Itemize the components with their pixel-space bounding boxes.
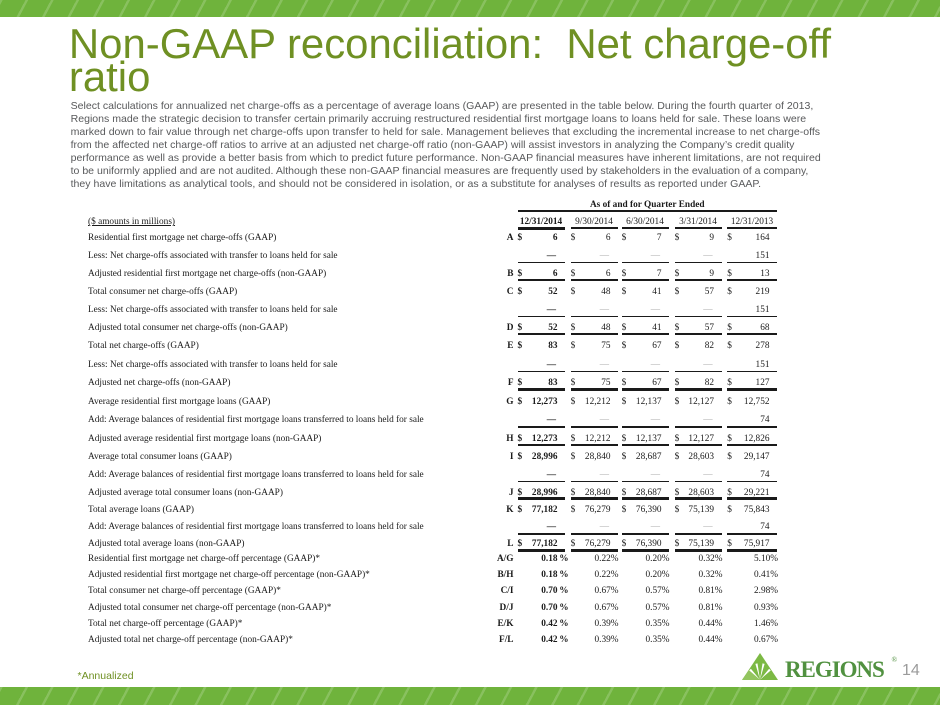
svg-text:®: ® bbox=[892, 655, 898, 664]
svg-text:REGIONS: REGIONS bbox=[785, 657, 884, 682]
